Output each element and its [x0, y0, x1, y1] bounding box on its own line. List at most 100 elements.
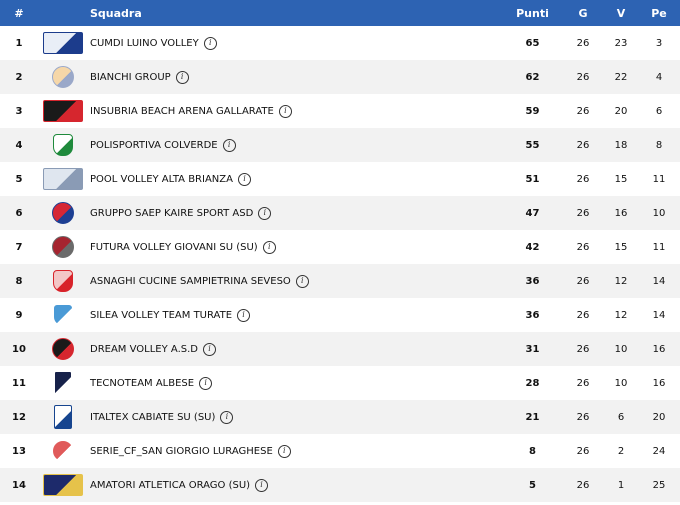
team-name[interactable]: CUMDI LUINO VOLLEY: [90, 37, 199, 49]
row-won: 2: [617, 445, 625, 457]
row-position: 8: [15, 275, 23, 287]
standings-body: 1 CUMDI LUINO VOLLEY i 65 26 23 3 2 BIANCHI GROU…: [0, 26, 680, 502]
table-row[interactable]: 12 ITALTEX CABIATE SU (SU) i 21 26 6 20: [0, 400, 680, 434]
red-shield-logo-icon: [52, 236, 74, 258]
table-row[interactable]: 4 POLISPORTIVA COLVERDE i 55 26 18 8: [0, 128, 680, 162]
table-row[interactable]: 13 SERIE_CF_SAN GIORGIO LURAGHESE i 8 26 2 24: [0, 434, 680, 468]
table-row[interactable]: 10 DREAM VOLLEY A.S.D i 31 26 10 16: [0, 332, 680, 366]
team-name[interactable]: POOL VOLLEY ALTA BRIANZA: [90, 173, 233, 185]
table-row[interactable]: 1 CUMDI LUINO VOLLEY i 65 26 23 3: [0, 26, 680, 60]
row-points: 42: [525, 241, 540, 253]
row-played: 26: [576, 139, 590, 151]
row-won: 12: [614, 275, 628, 287]
team-logo-cell: [42, 366, 84, 400]
row-position: 14: [12, 479, 26, 491]
team-name[interactable]: BIANCHI GROUP: [90, 71, 171, 83]
row-lost: 6: [655, 105, 663, 117]
row-points: 28: [525, 377, 540, 389]
team-name[interactable]: DREAM VOLLEY A.S.D: [90, 343, 198, 355]
row-played: 26: [576, 275, 590, 287]
row-points: 31: [525, 343, 540, 355]
row-position: 13: [12, 445, 26, 457]
team-name[interactable]: ITALTEX CABIATE SU (SU): [90, 411, 216, 423]
info-icon[interactable]: i: [295, 274, 309, 288]
team-name[interactable]: TECNOTEAM ALBESE: [90, 377, 195, 389]
row-position: 3: [15, 105, 23, 117]
row-played: 26: [576, 71, 590, 83]
row-position: 1: [15, 37, 23, 49]
table-row[interactable]: 6 GRUPPO SAEP KAIRE SPORT ASD i 47 26 16 10: [0, 196, 680, 230]
info-icon[interactable]: i: [222, 138, 236, 152]
row-won: 10: [614, 343, 628, 355]
row-points: 65: [525, 37, 540, 49]
green-v-logo-icon: [53, 134, 73, 156]
row-played: 26: [576, 377, 590, 389]
mascot-logo-icon: [52, 338, 74, 360]
row-played: 26: [576, 445, 590, 457]
team-name-cell: BIANCHI GROUP i: [90, 60, 490, 94]
header-team: Squadra: [90, 6, 142, 20]
row-position: 9: [15, 309, 23, 321]
table-row[interactable]: 2 BIANCHI GROUP i 62 26 22 4: [0, 60, 680, 94]
row-won: 18: [614, 139, 628, 151]
row-lost: 16: [652, 377, 666, 389]
info-icon[interactable]: i: [258, 206, 272, 220]
team-name[interactable]: FUTURA VOLLEY GIOVANI SU (SU): [90, 241, 258, 253]
player-silhouette-logo-icon: [54, 371, 72, 395]
team-name[interactable]: POLISPORTIVA COLVERDE: [90, 139, 218, 151]
team-logo-cell: [42, 128, 84, 162]
team-name[interactable]: ASNAGHI CUCINE SAMPIETRINA SEVESO: [90, 275, 291, 287]
info-icon[interactable]: i: [255, 478, 269, 492]
navy-banner-logo-icon: [43, 474, 83, 496]
table-row[interactable]: 8 ASNAGHI CUCINE SAMPIETRINA SEVESO i 36 26 1…: [0, 264, 680, 298]
info-icon[interactable]: i: [237, 172, 251, 186]
team-name-cell: FUTURA VOLLEY GIOVANI SU (SU) i: [90, 230, 490, 264]
team-logo-cell: [42, 26, 84, 60]
team-name[interactable]: SERIE_CF_SAN GIORGIO LURAGHESE: [90, 445, 273, 457]
row-points: 36: [525, 275, 540, 287]
table-row[interactable]: 14 AMATORI ATLETICA ORAGO (SU) i 5 26 1 25: [0, 468, 680, 502]
volley-text-logo-icon: [43, 32, 83, 54]
row-position: 5: [15, 173, 23, 185]
info-icon[interactable]: i: [202, 342, 216, 356]
team-name-cell: SERIE_CF_SAN GIORGIO LURAGHESE i: [90, 434, 490, 468]
team-logo-cell: [42, 196, 84, 230]
row-won: 12: [614, 309, 628, 321]
row-played: 26: [576, 343, 590, 355]
team-logo-cell: [42, 230, 84, 264]
info-icon[interactable]: i: [203, 36, 217, 50]
row-points: 21: [525, 411, 540, 423]
team-name[interactable]: AMATORI ATLETICA ORAGO (SU): [90, 479, 251, 491]
team-name-cell: SILEA VOLLEY TEAM TURATE i: [90, 298, 490, 332]
row-won: 15: [614, 173, 628, 185]
row-played: 26: [576, 173, 590, 185]
team-logo-cell: [42, 264, 84, 298]
header-points: Punti: [516, 6, 549, 20]
table-row[interactable]: 11 TECNOTEAM ALBESE i 28 26 10 16: [0, 366, 680, 400]
row-lost: 14: [652, 275, 666, 287]
info-icon[interactable]: i: [175, 70, 189, 84]
table-row[interactable]: 7 FUTURA VOLLEY GIOVANI SU (SU) i 42 26 15 11: [0, 230, 680, 264]
info-icon[interactable]: i: [199, 376, 213, 390]
row-lost: 20: [652, 411, 666, 423]
team-name[interactable]: GRUPPO SAEP KAIRE SPORT ASD: [90, 207, 254, 219]
table-row[interactable]: 9 SILEA VOLLEY TEAM TURATE i 36 26 12 14: [0, 298, 680, 332]
row-points: 36: [525, 309, 540, 321]
row-position: 2: [15, 71, 23, 83]
table-row[interactable]: 5 POOL VOLLEY ALTA BRIANZA i 51 26 15 11: [0, 162, 680, 196]
info-icon[interactable]: i: [278, 104, 292, 118]
info-icon[interactable]: i: [237, 308, 251, 322]
table-row[interactable]: 3 INSUBRIA BEACH ARENA GALLARATE i 59 26 20 6: [0, 94, 680, 128]
row-lost: 16: [652, 343, 666, 355]
team-name[interactable]: INSUBRIA BEACH ARENA GALLARATE: [90, 105, 274, 117]
row-points: 59: [525, 105, 540, 117]
team-name-cell: INSUBRIA BEACH ARENA GALLARATE i: [90, 94, 490, 128]
standings-header: # Squadra Punti G V Pe: [0, 0, 680, 26]
info-icon[interactable]: i: [277, 444, 291, 458]
row-position: 10: [12, 343, 26, 355]
info-icon[interactable]: i: [262, 240, 276, 254]
team-name[interactable]: SILEA VOLLEY TEAM TURATE: [90, 309, 233, 321]
info-icon[interactable]: i: [220, 410, 234, 424]
row-played: 26: [576, 105, 590, 117]
